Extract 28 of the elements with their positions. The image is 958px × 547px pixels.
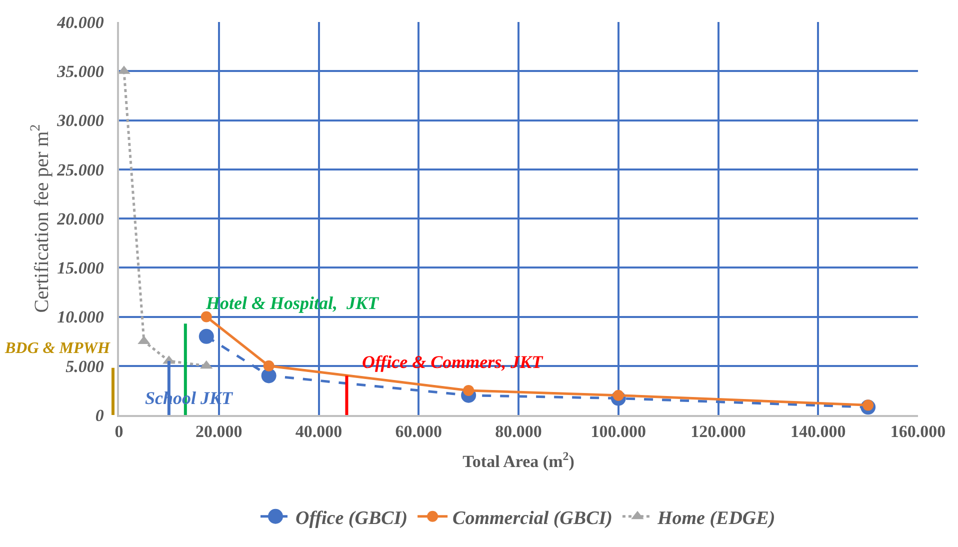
x-tick-label: 80.000	[495, 422, 542, 442]
y-tick-label: 5.000	[66, 356, 104, 376]
y-tick-label: 40.000	[56, 12, 104, 32]
x-tick-label: 60.000	[395, 422, 442, 442]
text: BDG & MPWH	[4, 340, 110, 357]
point	[198, 328, 214, 344]
x-tick-label: 120.000	[690, 422, 746, 442]
x-axis-title: Total Area (m$^{2}$)	[462, 448, 574, 472]
x-tick-label: 20.000	[196, 422, 242, 442]
y-tick-label: 30.000	[56, 111, 104, 130]
point	[200, 311, 212, 322]
x-tick-label: 40.000	[295, 422, 342, 442]
y-tick-label: 15.000	[57, 258, 104, 278]
legend-label: Commercial (GBCI)	[452, 508, 612, 529]
y-tick-label: 0	[95, 406, 104, 425]
x-tick-label: 0	[114, 422, 124, 442]
y-tick-label: 25.000	[56, 160, 104, 180]
point	[119, 66, 130, 74]
point	[263, 360, 274, 372]
x-tick-label: 140.000	[790, 422, 846, 442]
point	[463, 384, 474, 396]
legend-label: Home (EDGE)	[656, 508, 776, 529]
x-tick-label: 100.000	[590, 422, 646, 442]
legend-label: Office (GBCI)	[296, 508, 408, 529]
y-tick-label: 20.000	[56, 209, 104, 228]
y-tick-label: 35.000	[56, 62, 104, 82]
y-tick-label: 10.000	[57, 308, 104, 327]
x-tick-label: 160.000	[890, 422, 946, 442]
